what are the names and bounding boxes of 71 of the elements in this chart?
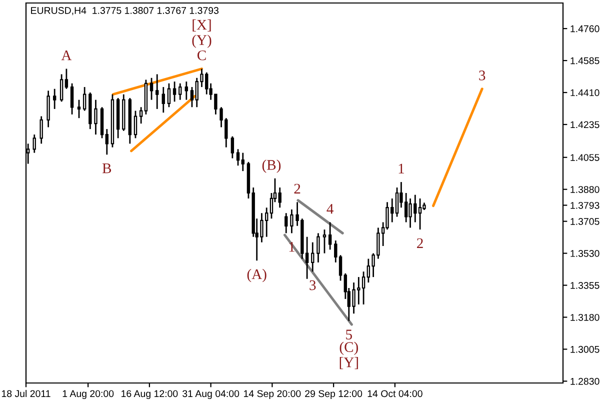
candlestick	[32, 134, 36, 154]
candlestick	[284, 212, 288, 234]
candlestick	[184, 80, 188, 101]
x-tick-label: 1 Aug 20:00	[62, 390, 114, 400]
candlestick	[178, 82, 182, 101]
candlestick	[172, 80, 176, 102]
candlestick	[290, 208, 294, 234]
candlestick	[60, 74, 64, 102]
candlestick	[94, 99, 98, 136]
candlestick	[311, 242, 314, 272]
annotation: [X]	[192, 19, 211, 32]
y-tick-label: 1.3355	[570, 282, 600, 289]
x-tick-label: 14 Sep 20:00	[244, 390, 301, 400]
y-tick-label: 1.4235	[570, 121, 600, 128]
candlestick	[105, 128, 108, 156]
annotation: A	[61, 50, 72, 60]
candlestick	[134, 110, 138, 139]
annotation: (C)	[340, 342, 358, 355]
candlestick	[156, 74, 159, 110]
annotation: 2	[294, 184, 300, 194]
annotation: 2	[417, 238, 423, 248]
candlestick	[190, 86, 194, 108]
annotation: 1	[398, 164, 404, 174]
chart-title: EURUSD,H4 1.3775 1.3807 1.3767 1.3793	[31, 7, 218, 16]
candlestick	[52, 88, 56, 110]
candlestick	[230, 136, 234, 159]
candlestick	[328, 222, 332, 250]
x-tick-label: 16 Aug 12:00	[122, 390, 178, 400]
annotation: C	[197, 50, 206, 60]
y-tick-label: 1.2830	[570, 378, 600, 385]
candlestick	[150, 77, 154, 101]
annotation: 4	[326, 204, 334, 214]
candlestick	[278, 186, 282, 208]
y-tick-label: 1.3705	[570, 218, 600, 225]
candlestick	[241, 152, 244, 172]
candlestick	[395, 186, 399, 218]
annotation: 5	[346, 330, 352, 340]
y-tick-label: 1.3180	[570, 314, 600, 321]
candlestick	[162, 86, 165, 114]
annotation: (B)	[262, 160, 281, 173]
annotation: [Y]	[340, 356, 358, 370]
candlestick	[139, 106, 143, 124]
candlestick	[82, 86, 86, 112]
candlestick	[236, 148, 240, 166]
y-tick-label: 1.3005	[570, 346, 600, 353]
y-tick-label: 1.3793	[570, 202, 600, 209]
x-tick-label: 29 Sep 12:00	[305, 390, 362, 400]
y-tick-label: 1.4055	[570, 154, 600, 161]
candlestick	[167, 82, 171, 108]
annotation: B	[102, 164, 112, 174]
y-tick-label: 1.4410	[570, 89, 600, 96]
candlestick	[64, 68, 68, 90]
candlestick	[334, 240, 338, 264]
candlestick	[40, 116, 43, 144]
candlestick	[316, 232, 320, 264]
x-tick-label: 18 Jul 2011	[2, 390, 50, 398]
annotation: 3	[310, 280, 316, 290]
y-tick-label: 1.4760	[570, 25, 600, 32]
annotation: (A)	[247, 268, 266, 282]
candlestick	[77, 99, 81, 119]
candlestick	[70, 82, 74, 116]
candlestick	[338, 254, 342, 282]
annotation: (Y)	[192, 34, 212, 48]
x-tick-label: 31 Aug 04:00	[182, 390, 240, 400]
y-tick-label: 1.3530	[570, 250, 600, 257]
y-tick-label: 1.3880	[570, 186, 600, 193]
candlestick	[322, 228, 326, 254]
y-tick-label: 1.4585	[570, 57, 600, 64]
x-tick-label: 14 Oct 04:00	[368, 390, 422, 398]
annotation: 3	[479, 70, 486, 80]
candlestick	[46, 90, 50, 128]
